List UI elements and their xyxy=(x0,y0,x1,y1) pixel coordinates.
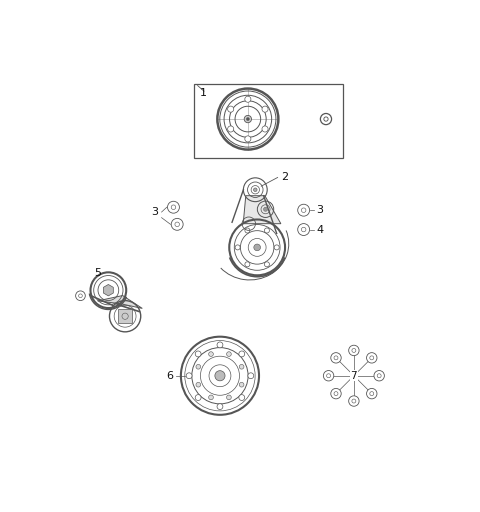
Circle shape xyxy=(348,345,359,356)
Circle shape xyxy=(331,353,341,363)
Text: 3: 3 xyxy=(317,205,324,215)
Circle shape xyxy=(245,228,250,233)
Circle shape xyxy=(239,395,245,400)
Circle shape xyxy=(367,389,377,399)
Circle shape xyxy=(76,291,85,301)
Circle shape xyxy=(367,353,377,363)
Text: 3: 3 xyxy=(152,207,158,217)
Circle shape xyxy=(228,106,234,112)
Circle shape xyxy=(264,262,269,267)
Circle shape xyxy=(245,136,251,142)
Circle shape xyxy=(171,219,183,230)
Circle shape xyxy=(235,245,240,250)
Circle shape xyxy=(209,352,213,356)
Circle shape xyxy=(264,228,269,233)
Circle shape xyxy=(348,396,359,406)
Polygon shape xyxy=(118,309,132,323)
Circle shape xyxy=(227,395,231,400)
Circle shape xyxy=(244,115,252,123)
Circle shape xyxy=(168,201,180,213)
Circle shape xyxy=(254,244,261,251)
Circle shape xyxy=(264,207,267,211)
Circle shape xyxy=(321,114,332,124)
Polygon shape xyxy=(103,285,113,296)
Circle shape xyxy=(239,382,244,387)
Circle shape xyxy=(239,365,244,369)
Circle shape xyxy=(196,365,201,369)
Circle shape xyxy=(239,351,245,357)
Text: 2: 2 xyxy=(281,173,288,182)
Circle shape xyxy=(331,389,341,399)
Circle shape xyxy=(246,118,250,121)
Circle shape xyxy=(245,96,251,102)
Circle shape xyxy=(228,126,234,132)
Circle shape xyxy=(196,382,201,387)
Circle shape xyxy=(324,371,334,381)
Text: 1: 1 xyxy=(200,88,206,98)
Circle shape xyxy=(217,403,223,410)
Circle shape xyxy=(262,126,268,132)
Circle shape xyxy=(374,371,384,381)
Circle shape xyxy=(262,106,268,112)
Text: 5: 5 xyxy=(94,268,101,279)
Circle shape xyxy=(217,342,223,348)
Text: 4: 4 xyxy=(317,225,324,234)
Circle shape xyxy=(245,262,250,267)
Circle shape xyxy=(274,245,279,250)
Circle shape xyxy=(227,352,231,356)
Circle shape xyxy=(253,188,257,191)
Circle shape xyxy=(195,395,201,400)
Bar xyxy=(194,84,343,158)
Polygon shape xyxy=(97,295,142,308)
Circle shape xyxy=(215,371,225,381)
Circle shape xyxy=(209,395,213,400)
Polygon shape xyxy=(243,196,281,224)
Circle shape xyxy=(298,224,310,236)
Circle shape xyxy=(186,373,192,379)
Text: 6: 6 xyxy=(167,371,173,381)
Text: 7: 7 xyxy=(350,371,357,381)
Circle shape xyxy=(298,204,310,216)
Circle shape xyxy=(195,351,201,357)
Circle shape xyxy=(248,373,254,379)
